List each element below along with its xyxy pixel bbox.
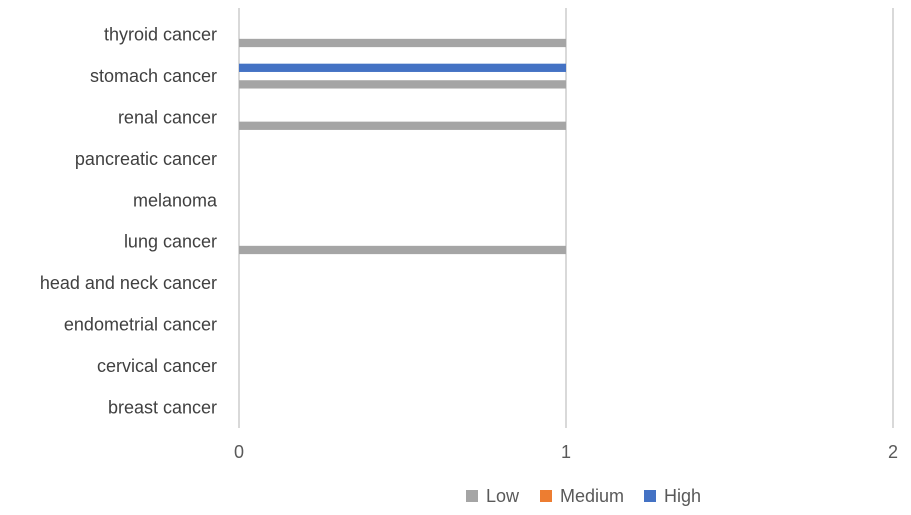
legend-label: Low <box>486 486 520 506</box>
x-tick-label: 0 <box>234 442 244 462</box>
category-label: head and neck cancer <box>40 273 217 293</box>
x-tick-labels: 0 1 2 <box>234 442 898 462</box>
bar <box>239 80 566 89</box>
category-label: breast cancer <box>108 397 217 417</box>
legend-label: High <box>664 486 701 506</box>
bar <box>239 245 566 255</box>
category-label: endometrial cancer <box>64 315 217 335</box>
category-label: renal cancer <box>118 108 217 128</box>
category-label: cervical cancer <box>97 356 217 376</box>
category-labels: breast cancer cervical cancer endometrial … <box>40 25 218 418</box>
legend-swatch <box>540 490 552 502</box>
x-tick-label: 2 <box>888 442 898 462</box>
legend-swatch <box>466 490 478 502</box>
bar <box>239 121 566 130</box>
bar <box>239 63 566 72</box>
bar <box>239 38 566 48</box>
bars <box>239 38 566 255</box>
legend: Low Medium High <box>466 486 701 506</box>
legend-label: Medium <box>560 486 624 506</box>
x-tick-label: 1 <box>561 442 571 462</box>
gridlines <box>238 8 894 428</box>
legend-swatch <box>644 490 656 502</box>
category-label: pancreatic cancer <box>75 149 217 169</box>
category-label: thyroid cancer <box>104 25 217 45</box>
category-label: stomach cancer <box>90 66 217 86</box>
category-label: melanoma <box>133 190 218 210</box>
category-label: lung cancer <box>124 232 217 252</box>
